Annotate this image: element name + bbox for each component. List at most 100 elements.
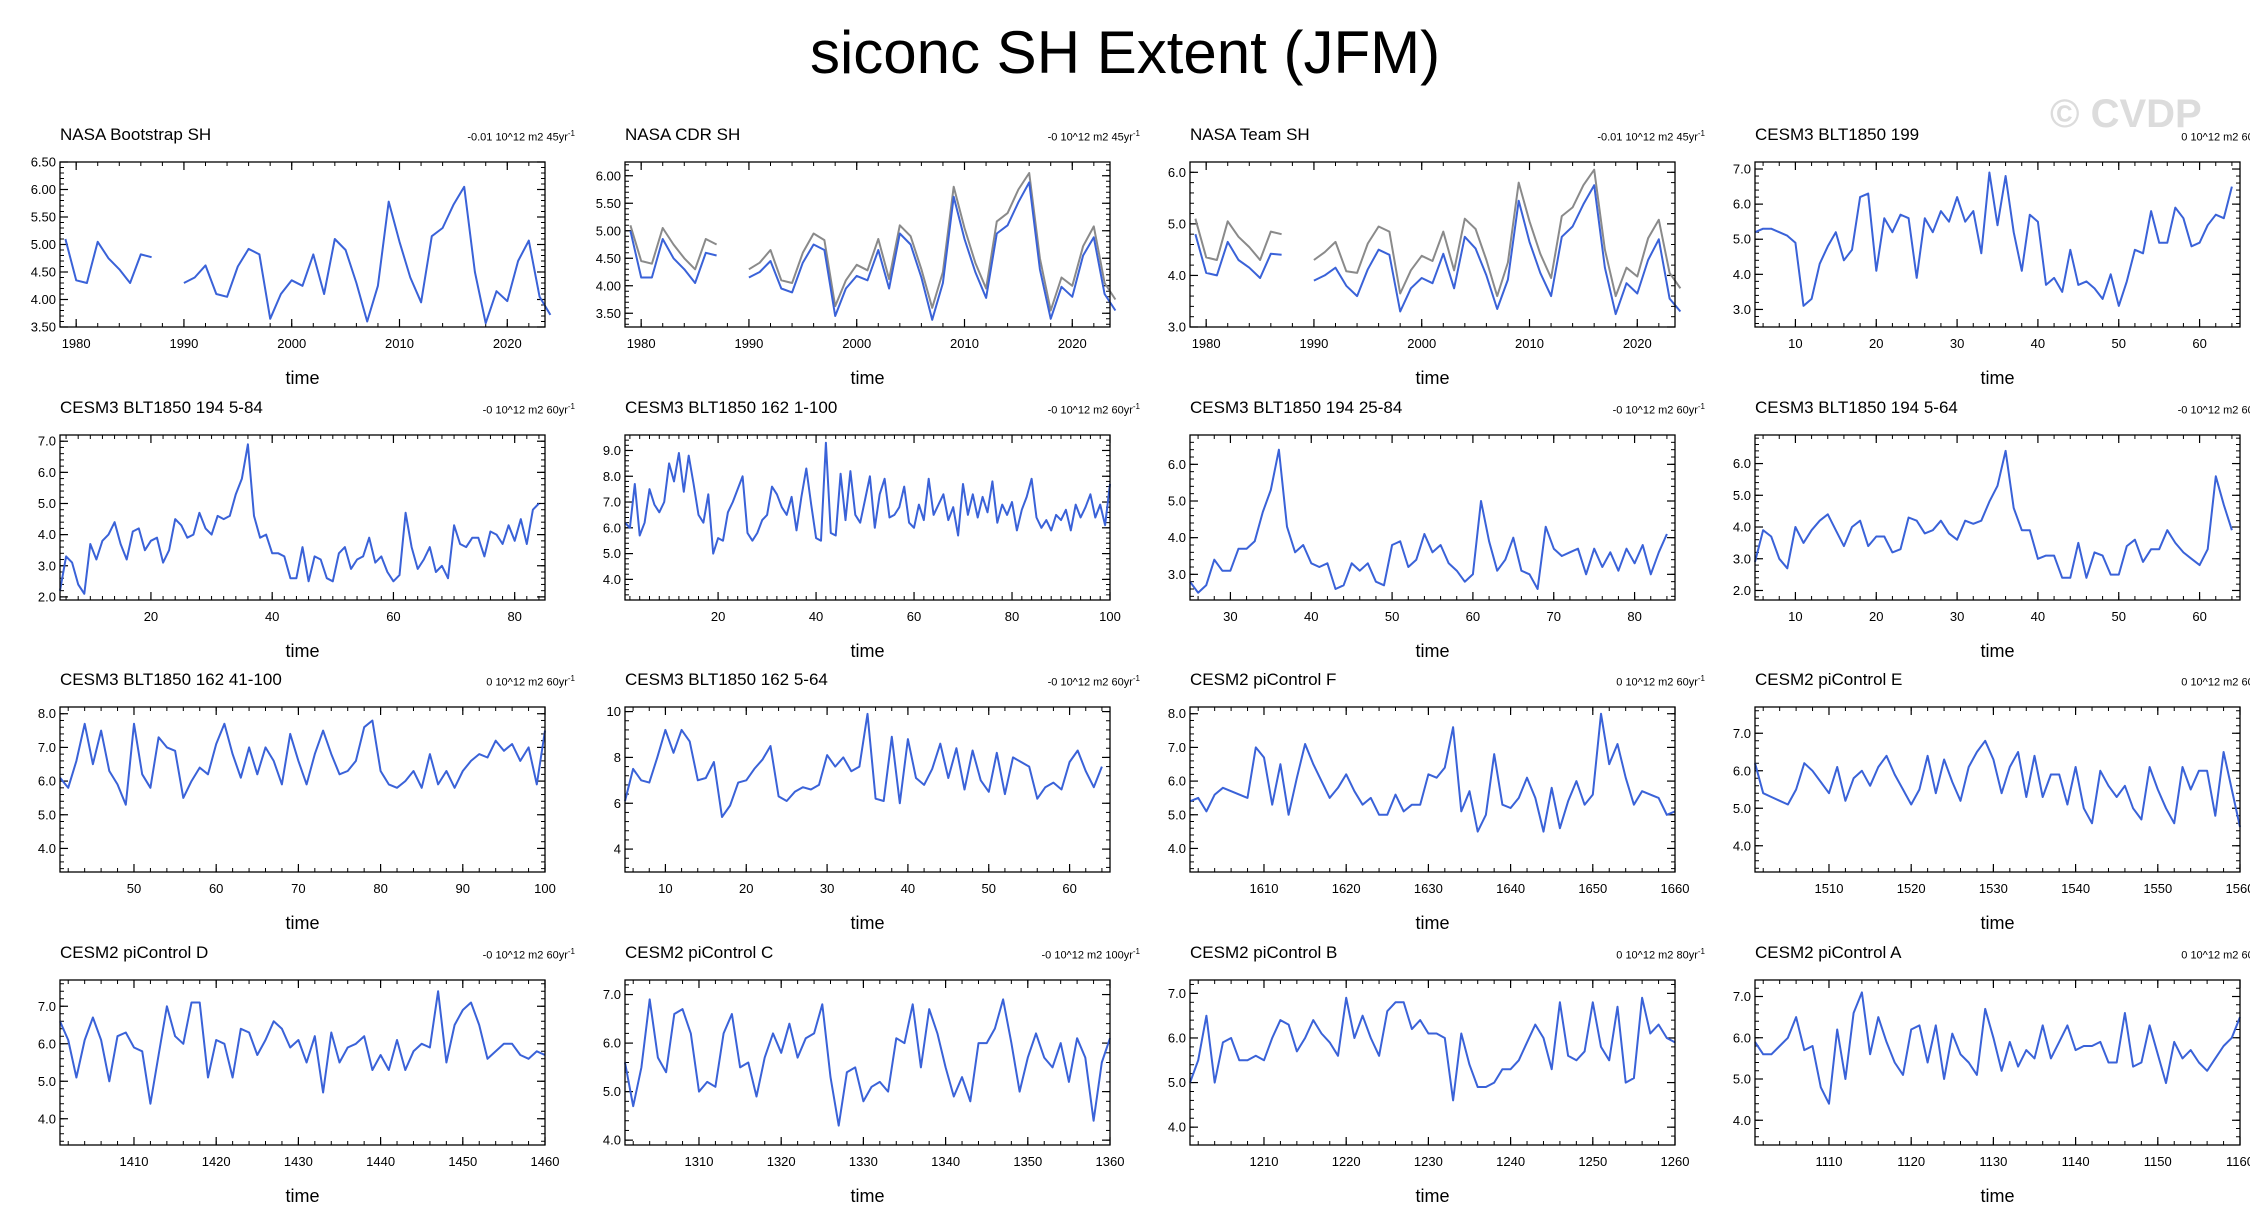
- trend-text: -0 10^12 m2 60yr: [2177, 404, 2250, 417]
- chart-panel: CESM2 piControl C -0 10^12 m2 100yr-1 time…: [603, 940, 1140, 1210]
- plot-frame: [1754, 161, 2241, 328]
- trend-text: 0 10^12 m2 60yr: [2181, 949, 2250, 962]
- x-tick-label: 1640: [1496, 881, 1525, 896]
- y-tick-label: 7.0: [1733, 162, 1751, 177]
- x-tick-label: 1620: [1332, 881, 1361, 896]
- trend-label: -0 10^12 m2 60yr-1: [1612, 402, 1705, 417]
- x-tick-label: 1240: [1496, 1154, 1525, 1169]
- y-tick-label: 6.0: [603, 1036, 621, 1051]
- y-tick-label: 4.0: [1168, 841, 1186, 856]
- y-tick-label: 4.0: [603, 572, 621, 587]
- trend-label: 0 10^12 m2 60yr-1: [1616, 674, 1705, 689]
- x-tick-label: 10: [658, 881, 672, 896]
- trend-text: -0 10^12 m2 100yr: [1041, 949, 1133, 962]
- y-tick-label: 6.0: [1168, 457, 1186, 472]
- x-tick-label: 50: [127, 881, 141, 896]
- x-tick-label: 10: [1788, 336, 1802, 351]
- trend-text: -0.01 10^12 m2 45yr: [467, 131, 568, 144]
- x-tick-label: 30: [820, 881, 834, 896]
- x-tick-label: 2010: [1515, 336, 1544, 351]
- y-tick-label: 4.0: [1168, 268, 1186, 283]
- y-tick-label: 7.0: [603, 987, 621, 1002]
- y-tick-label: 7.0: [38, 740, 56, 755]
- y-tick-label: 4.00: [596, 278, 621, 293]
- chart-panel: NASA Bootstrap SH -0.01 10^12 m2 45yr-1 ti…: [31, 122, 575, 392]
- y-tick-label: 4.0: [1733, 838, 1751, 853]
- x-tick-label: 1650: [1578, 881, 1607, 896]
- y-tick-label: 4: [614, 842, 621, 857]
- x-tick-label: 1520: [1897, 881, 1926, 896]
- x-tick-label: 1360: [1096, 1154, 1125, 1169]
- y-tick-label: 3.50: [596, 306, 621, 321]
- chart-svg: 10 20 30 40 50 60 3.0 4.0 5.0 6.0 7.0: [1733, 161, 2241, 351]
- chart-panel: CESM3 BLT1850 162 1-100 -0 10^12 m2 60yr-…: [603, 395, 1140, 665]
- x-tick-label: 1230: [1414, 1154, 1443, 1169]
- x-tick-label: 1350: [1013, 1154, 1042, 1169]
- y-tick-label: 4.0: [38, 841, 56, 856]
- trend-label: -0.01 10^12 m2 45yr-1: [1597, 129, 1705, 144]
- x-axis-label: time: [1980, 641, 2015, 661]
- x-tick-label: 20: [739, 881, 753, 896]
- trend-label: -0 10^12 m2 60yr-1: [1047, 674, 1140, 689]
- series-line: [1194, 184, 1682, 316]
- series-line: [629, 181, 1117, 321]
- chart-svg: 1980 1990 2000 2010 2020 3.50 4.00 4.50 5.00 5.50…: [31, 155, 552, 351]
- y-tick-label: 5.00: [31, 237, 56, 252]
- trend-text: 0 10^12 m2 80yr: [1616, 949, 1698, 962]
- y-tick-label: 5.50: [31, 210, 56, 225]
- x-tick-label: 30: [1950, 609, 1964, 624]
- y-tick-label: 2.0: [38, 589, 56, 604]
- x-tick-label: 1610: [1250, 881, 1279, 896]
- y-tick-label: 3.0: [38, 558, 56, 573]
- trend-label: -0 10^12 m2 45yr-1: [1047, 129, 1140, 144]
- trend-label: -0 10^12 m2 60yr-1: [482, 947, 575, 962]
- series-line: [59, 990, 546, 1105]
- x-axis-label: time: [1415, 1186, 1450, 1206]
- x-tick-label: 1980: [62, 336, 91, 351]
- trend-text: -0 10^12 m2 60yr: [1047, 676, 1133, 689]
- plot-frame: [624, 161, 1111, 328]
- series-line: [64, 185, 552, 325]
- x-tick-label: 2000: [277, 336, 306, 351]
- y-tick-label: 4.00: [31, 292, 56, 307]
- plot-frame: [1189, 161, 1676, 328]
- chart-svg: 10 20 30 40 50 60 2.0 3.0 4.0 5.0 6.0: [1733, 434, 2241, 624]
- x-tick-label: 1340: [931, 1154, 960, 1169]
- x-tick-label: 20: [144, 609, 158, 624]
- y-tick-label: 5.00: [596, 223, 621, 238]
- plot-frame: [1189, 434, 1676, 601]
- x-tick-label: 1160: [2226, 1154, 2250, 1169]
- x-tick-label: 50: [2112, 336, 2126, 351]
- x-tick-label: 2000: [842, 336, 871, 351]
- chart-panel: NASA Team SH -0.01 10^12 m2 45yr-1 time 198…: [1168, 122, 1705, 392]
- trend-label: -0.01 10^12 m2 45yr-1: [467, 129, 575, 144]
- chart-title: CESM3 BLT1850 194 5-84: [60, 398, 263, 417]
- x-axis-label: time: [850, 641, 885, 661]
- chart-panel: CESM2 piControl B 0 10^12 m2 80yr-1 time 12…: [1168, 940, 1705, 1210]
- chart-title: CESM3 BLT1850 194 5-64: [1755, 398, 1958, 417]
- x-tick-label: 20: [1869, 609, 1883, 624]
- trend-label: 0 10^12 m2 80yr-1: [1616, 947, 1705, 962]
- x-tick-label: 20: [711, 609, 725, 624]
- series-line: [1194, 168, 1682, 298]
- y-tick-label: 10: [607, 704, 621, 719]
- y-tick-label: 6.00: [31, 182, 56, 197]
- y-tick-label: 6.50: [31, 155, 56, 170]
- chart-svg: 10 20 30 40 50 60 4 6 8 10: [607, 704, 1111, 896]
- plot-frame: [1754, 434, 2241, 601]
- x-tick-label: 1980: [627, 336, 656, 351]
- x-tick-label: 1420: [202, 1154, 231, 1169]
- plot-frame: [59, 706, 546, 873]
- x-tick-label: 1450: [448, 1154, 477, 1169]
- chart-panel: CESM2 piControl D -0 10^12 m2 60yr-1 time 1…: [38, 940, 575, 1210]
- x-tick-label: 1440: [366, 1154, 395, 1169]
- trend-label: 0 10^12 m2 60yr-1: [2181, 674, 2250, 689]
- trend-text: 0 10^12 m2 60yr: [1616, 676, 1698, 689]
- y-tick-label: 4.0: [1733, 520, 1751, 535]
- x-tick-label: 1330: [849, 1154, 878, 1169]
- x-tick-label: 10: [1788, 609, 1802, 624]
- x-tick-label: 1250: [1578, 1154, 1607, 1169]
- x-tick-label: 80: [507, 609, 521, 624]
- x-tick-label: 1150: [2144, 1154, 2172, 1169]
- x-tick-label: 1550: [2143, 881, 2172, 896]
